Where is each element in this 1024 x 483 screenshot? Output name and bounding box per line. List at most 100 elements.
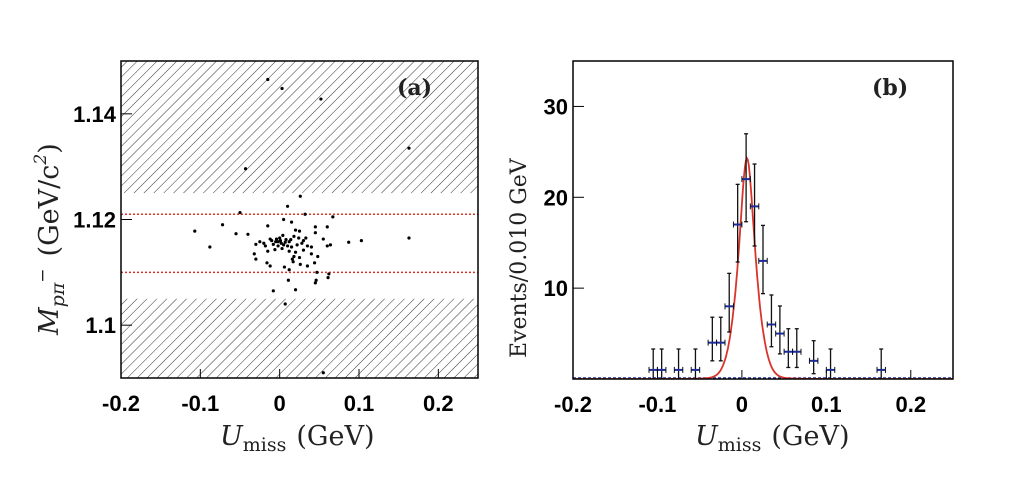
scatter-point — [268, 237, 272, 241]
data-point — [749, 163, 760, 247]
scatter-point — [268, 264, 272, 268]
data-point — [775, 305, 785, 355]
scatter-point — [234, 232, 238, 236]
scatter-point — [407, 146, 411, 150]
scatter-point — [282, 217, 286, 222]
scatter-point — [252, 252, 256, 256]
scatter-point — [273, 248, 277, 252]
scatter-point — [312, 261, 317, 265]
scatter-point — [254, 257, 258, 261]
scatter-point — [265, 261, 269, 265]
x-tick-label: 0 — [736, 392, 748, 417]
scatter-point — [292, 234, 296, 239]
panel-b-label: (b) — [872, 75, 908, 101]
panel-b-frame — [572, 60, 954, 380]
x-tick-label: 0.1 — [811, 392, 842, 417]
x-tick-label: 0.2 — [895, 392, 926, 417]
scatter-point — [280, 86, 284, 91]
scatter-point — [325, 225, 329, 229]
y-tick-label: 10 — [544, 276, 568, 301]
scatter-point — [282, 265, 287, 269]
scatter-point — [300, 241, 304, 245]
hatched-region — [121, 298, 478, 378]
scatter-point — [321, 371, 325, 375]
x-tick-label: -0.1 — [638, 392, 676, 417]
x-tick-label: -0.1 — [181, 391, 219, 416]
scatter-point — [407, 236, 411, 240]
scatter-point — [316, 254, 320, 259]
scatter-point — [281, 233, 285, 237]
data-point — [808, 340, 819, 375]
scatter-point — [278, 239, 283, 243]
scatter-point — [305, 244, 310, 248]
y-tick-label: 1.14 — [73, 102, 117, 127]
data-point — [766, 294, 777, 348]
scatter-point — [331, 215, 335, 219]
scatter-point — [271, 289, 275, 293]
scatter-point — [287, 249, 291, 253]
data-point — [876, 348, 886, 379]
scatter-point — [314, 278, 318, 282]
data-point — [716, 316, 726, 362]
scatter-point — [220, 223, 225, 227]
x-tick-label: 0.2 — [423, 391, 454, 416]
x-tick-label: 0.1 — [344, 391, 375, 416]
scatter-point — [286, 278, 290, 282]
scatter-point — [301, 248, 306, 252]
scatter-point — [262, 241, 266, 245]
scatter-point — [246, 232, 250, 236]
scatter-point — [258, 240, 262, 244]
scatter-point — [305, 264, 310, 268]
scatter-point — [279, 241, 283, 245]
scatter-point — [359, 239, 363, 243]
scatter-point — [327, 272, 331, 276]
scatter-point — [290, 257, 294, 261]
scatter-point — [304, 236, 308, 240]
fit-curve — [573, 156, 953, 379]
scatter-point — [274, 237, 279, 241]
data-point — [656, 348, 667, 379]
scatter-point — [283, 240, 287, 244]
scatter-point — [295, 243, 299, 247]
panel-a-scatter: -0.2 -0.1 0 0.1 0.2 1.1 1.12 1.14 (a) Umiss (Ge… — [31, 60, 479, 456]
scatter-point — [293, 228, 298, 232]
scatter-point — [298, 194, 302, 198]
data-point — [741, 133, 751, 223]
panel-b-xlabel: Umiss (GeV) — [695, 421, 850, 456]
scatter-point — [293, 250, 298, 254]
scatter-point — [283, 302, 287, 306]
panel-b-ylabel: Events/0.010 GeV — [507, 157, 532, 358]
panel-a-xlabel: Umiss (GeV) — [220, 421, 375, 456]
scatter-point — [303, 212, 307, 216]
data-point — [648, 348, 658, 379]
scatter-point — [208, 245, 212, 249]
scatter-point — [313, 225, 317, 229]
scatter-point — [328, 243, 333, 247]
data-point — [758, 224, 768, 295]
scatter-point — [266, 77, 270, 82]
scatter-point — [287, 268, 291, 272]
scatter-point — [309, 245, 313, 249]
scatter-point — [276, 240, 280, 244]
y-tick-label: 30 — [544, 94, 568, 119]
scatter-point — [301, 239, 306, 243]
scatter-point — [297, 255, 302, 260]
x-tick-label: -0.2 — [554, 392, 592, 417]
scatter-point — [325, 244, 329, 248]
panel-a-label: (a) — [397, 75, 432, 101]
scatter-point — [309, 252, 313, 256]
scatter-point — [278, 236, 282, 240]
scatter-point — [284, 237, 288, 242]
scatter-point — [286, 244, 290, 248]
scatter-point — [274, 240, 278, 244]
panel-b-histogram: -0.2 -0.1 0 0.1 0.2 10 20 30 (b) Umiss (GeV) Ev… — [507, 60, 954, 456]
scatter-point — [193, 229, 197, 233]
scatter-point — [263, 244, 267, 248]
scatter-point — [282, 243, 286, 247]
hatched-region — [121, 61, 478, 194]
scatter-point — [313, 281, 317, 285]
panel-a-ylabel: Mpπ−(GeV/c2) — [31, 143, 69, 336]
y-tick-label: 1.12 — [73, 208, 116, 233]
scatter-point — [326, 276, 330, 280]
